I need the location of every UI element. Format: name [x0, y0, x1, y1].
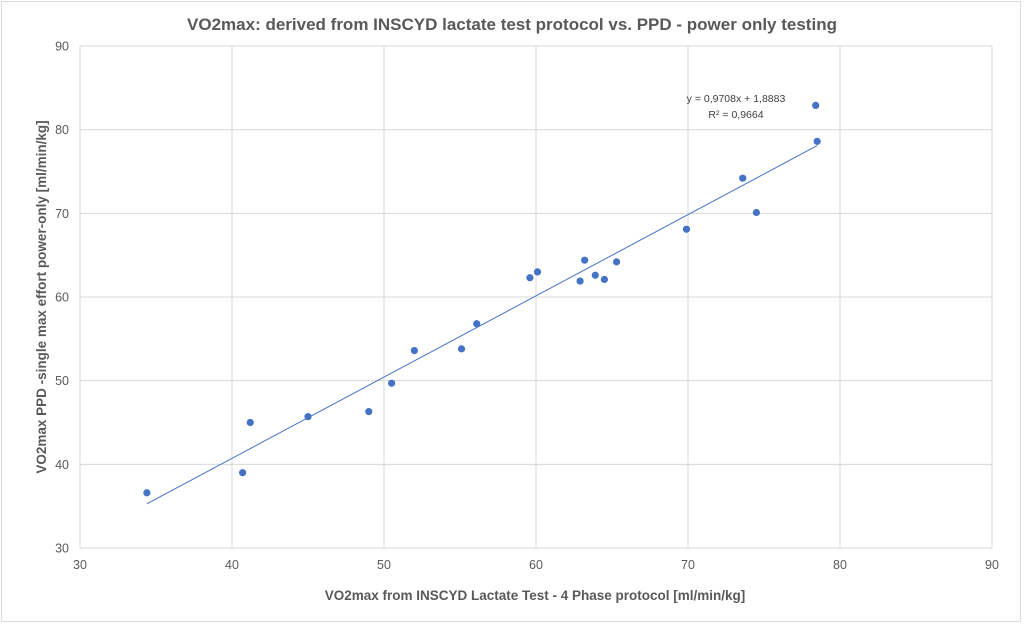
- tick-labels: 30 40 50 60 70 80 90 30 40 50 60 70 80 90: [55, 40, 999, 573]
- x-tick-label: 80: [833, 558, 847, 572]
- y-tick-label: 70: [55, 207, 69, 221]
- y-tick-label: 90: [55, 40, 69, 54]
- y-tick-label: 80: [55, 123, 69, 137]
- data-point: [813, 137, 821, 145]
- trendline: [146, 145, 818, 505]
- data-point: [533, 268, 542, 276]
- y-axis-title: VO2max PPD -single max effort power-only…: [34, 120, 49, 473]
- data-point: [612, 258, 621, 266]
- y-tick-label: 40: [55, 458, 69, 472]
- x-tick-label: 40: [225, 558, 239, 572]
- x-tick-label: 70: [681, 558, 695, 572]
- x-tick-label: 90: [985, 558, 999, 572]
- data-point: [526, 274, 534, 282]
- trendline-equation: y = 0,9708x + 1,8883: [687, 93, 786, 105]
- data-point: [739, 174, 747, 182]
- data-point: [304, 413, 312, 421]
- data-point: [682, 225, 691, 233]
- trendline-group: [146, 145, 818, 505]
- data-point: [388, 379, 396, 387]
- x-tick-label: 60: [529, 558, 543, 572]
- data-point: [581, 256, 589, 264]
- data-points: [143, 101, 821, 497]
- data-point: [365, 408, 373, 416]
- y-tick-label: 30: [55, 542, 69, 556]
- data-point: [752, 208, 761, 217]
- data-point: [246, 418, 254, 427]
- data-point: [812, 101, 820, 110]
- data-point: [239, 469, 247, 477]
- x-axis-title: VO2max from INSCYD Lactate Test - 4 Phas…: [325, 588, 746, 603]
- x-tick-label: 30: [73, 558, 87, 572]
- data-point: [457, 345, 466, 353]
- x-tick-label: 50: [377, 558, 391, 572]
- chart-title: VO2max: derived from INSCYD lactate test…: [187, 15, 837, 34]
- data-point: [576, 277, 584, 285]
- data-point: [143, 489, 151, 497]
- data-point: [600, 275, 609, 284]
- trendline-r-squared: R² = 0,9664: [708, 109, 763, 121]
- y-tick-label: 50: [55, 374, 69, 388]
- data-point: [591, 271, 599, 279]
- data-point: [410, 346, 418, 355]
- data-point: [473, 320, 481, 328]
- grid: [79, 45, 993, 549]
- y-tick-label: 60: [55, 291, 69, 305]
